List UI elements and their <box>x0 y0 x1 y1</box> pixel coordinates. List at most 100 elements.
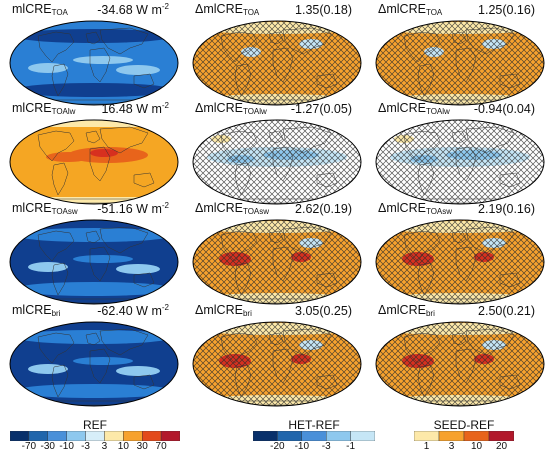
variable-name: mlCRE <box>12 101 52 115</box>
colorbar-ref: REF -70 -30 -10 -3 3 10 30 70 <box>10 418 180 452</box>
variable-name: mlCRE <box>386 303 426 317</box>
colorbar-swatch <box>325 431 351 441</box>
colorbar-tick-label: 3 <box>448 441 455 452</box>
colorbar-tick-label: -70 <box>21 441 37 452</box>
map-panel-p12: ΔmlCRETOAlw -0.94(0.04) <box>368 99 550 205</box>
world-map <box>192 119 362 205</box>
colorbar-swatch <box>277 431 302 441</box>
colorbar-swatches <box>10 431 180 441</box>
unit-superscript: -2 <box>161 201 169 210</box>
map-panel-p02: ΔmlCRETOA 1.25(0.16) <box>368 0 550 106</box>
variable-name: mlCRE <box>12 2 52 16</box>
colorbar-tick-label: -10 <box>59 441 74 452</box>
panel-value-text: 3.05(0.25) <box>295 304 352 319</box>
map-field <box>376 220 544 304</box>
delta-prefix: Δ <box>378 101 387 115</box>
colorbar-tick-label: 70 <box>155 441 167 452</box>
map-field <box>376 322 544 406</box>
variable-name: mlCRE <box>12 201 52 215</box>
world-map <box>192 321 362 407</box>
world-map <box>192 219 362 305</box>
panel-title: mlCRETOAsw <box>12 201 78 216</box>
world-map <box>9 321 179 407</box>
panel-title: mlCRETOAlw <box>12 101 75 116</box>
colorbar-tick-label: -3 <box>81 441 90 452</box>
variable-name: mlCRE <box>386 101 426 115</box>
panel-value: -1.27(0.05) <box>291 101 352 116</box>
panel-value: -34.68 W m-2 <box>97 2 169 17</box>
colorbar-tick-label: -1 <box>346 441 356 452</box>
panel-value-text: 1.25(0.16) <box>478 3 535 18</box>
map-panel-p21: ΔmlCRETOAsw 2.62(0.19) <box>185 199 368 305</box>
panel-title: mlCRETOA <box>12 2 68 17</box>
panel-value: 3.05(0.25) <box>295 303 352 318</box>
variable-subscript: TOAlw <box>51 107 76 116</box>
world-map <box>9 219 179 305</box>
delta-prefix: Δ <box>378 201 387 215</box>
colorbar-tick-label: -10 <box>294 441 310 452</box>
delta-prefix: Δ <box>195 303 204 317</box>
colorbar-tick-label: -20 <box>270 441 285 452</box>
variable-subscript: TOAlw <box>425 107 450 116</box>
colorbar-tick-label: 10 <box>117 441 129 452</box>
panel-value-text: 1.35(0.18) <box>295 3 352 18</box>
panel-title: ΔmlCRETOA <box>195 2 259 17</box>
map-field <box>10 120 178 204</box>
colorbar-tick-label: 3 <box>101 441 108 452</box>
map-field <box>193 120 361 204</box>
colorbar-het-ref-title: HET-REF <box>288 418 340 432</box>
variable-subscript: TOAsw <box>51 207 78 216</box>
colorbar-swatch <box>414 431 440 441</box>
colorbar-swatch <box>47 431 67 441</box>
variable-name: mlCRE <box>203 2 243 16</box>
variable-name: mlCRE <box>386 2 426 16</box>
colorbar-tick-label: -3 <box>321 441 331 452</box>
panel-value: 1.25(0.16) <box>478 2 535 17</box>
colorbar-swatch <box>438 431 465 441</box>
variable-name: mlCRE <box>12 303 52 317</box>
map-panel-p22: ΔmlCRETOAsw 2.19(0.16) <box>368 199 550 305</box>
panel-value-text: -34.68 W m <box>97 3 162 18</box>
variable-subscript: TOA <box>425 8 443 17</box>
map-field <box>10 21 178 105</box>
panel-title: ΔmlCRETOAlw <box>378 101 450 116</box>
panel-value: 2.19(0.16) <box>478 201 535 216</box>
variable-subscript: TOA <box>242 8 260 17</box>
colorbar-swatch <box>142 431 162 441</box>
panel-value: 2.50(0.21) <box>478 303 535 318</box>
world-map <box>375 321 545 407</box>
panel-title: mlCREbri <box>12 303 60 318</box>
map-field <box>376 21 544 105</box>
delta-prefix: Δ <box>378 2 387 16</box>
map-panel-p00: mlCRETOA -34.68 W m-2 <box>2 0 185 106</box>
map-panel-p10: mlCRETOAlw 16.48 W m-2 <box>2 99 185 205</box>
world-map <box>375 119 545 205</box>
panel-title: ΔmlCRETOA <box>378 2 442 17</box>
colorbar-tick-label: 30 <box>136 441 148 452</box>
panel-value-text: 2.62(0.19) <box>295 202 352 217</box>
panel-value: -62.40 W m-2 <box>97 303 169 318</box>
colorbar-swatch <box>66 431 86 441</box>
world-map <box>375 219 545 305</box>
variable-subscript: bri <box>425 309 435 318</box>
colorbar-swatch <box>28 431 48 441</box>
panel-value-text: -62.40 W m <box>97 304 162 319</box>
variable-subscript: TOAlw <box>242 107 267 116</box>
world-map <box>9 119 179 205</box>
colorbar-swatch <box>85 431 105 441</box>
delta-prefix: Δ <box>195 201 204 215</box>
colorbar-ref-title: REF <box>83 418 107 432</box>
map-field <box>193 21 361 105</box>
panel-title: ΔmlCRETOAsw <box>195 201 269 216</box>
colorbar-swatch <box>488 431 514 441</box>
world-map <box>192 20 362 106</box>
colorbar-tick-label: 10 <box>470 441 483 452</box>
delta-prefix: Δ <box>195 2 204 16</box>
variable-subscript: bri <box>51 309 61 318</box>
variable-subscript: TOAsw <box>425 207 453 216</box>
colorbar-seed-ref-title: SEED-REF <box>433 418 495 432</box>
panel-value-text: -0.94(0.04) <box>473 102 535 117</box>
colorbar-swatch <box>463 431 490 441</box>
delta-prefix: Δ <box>378 303 387 317</box>
colorbar-swatches <box>253 431 375 441</box>
